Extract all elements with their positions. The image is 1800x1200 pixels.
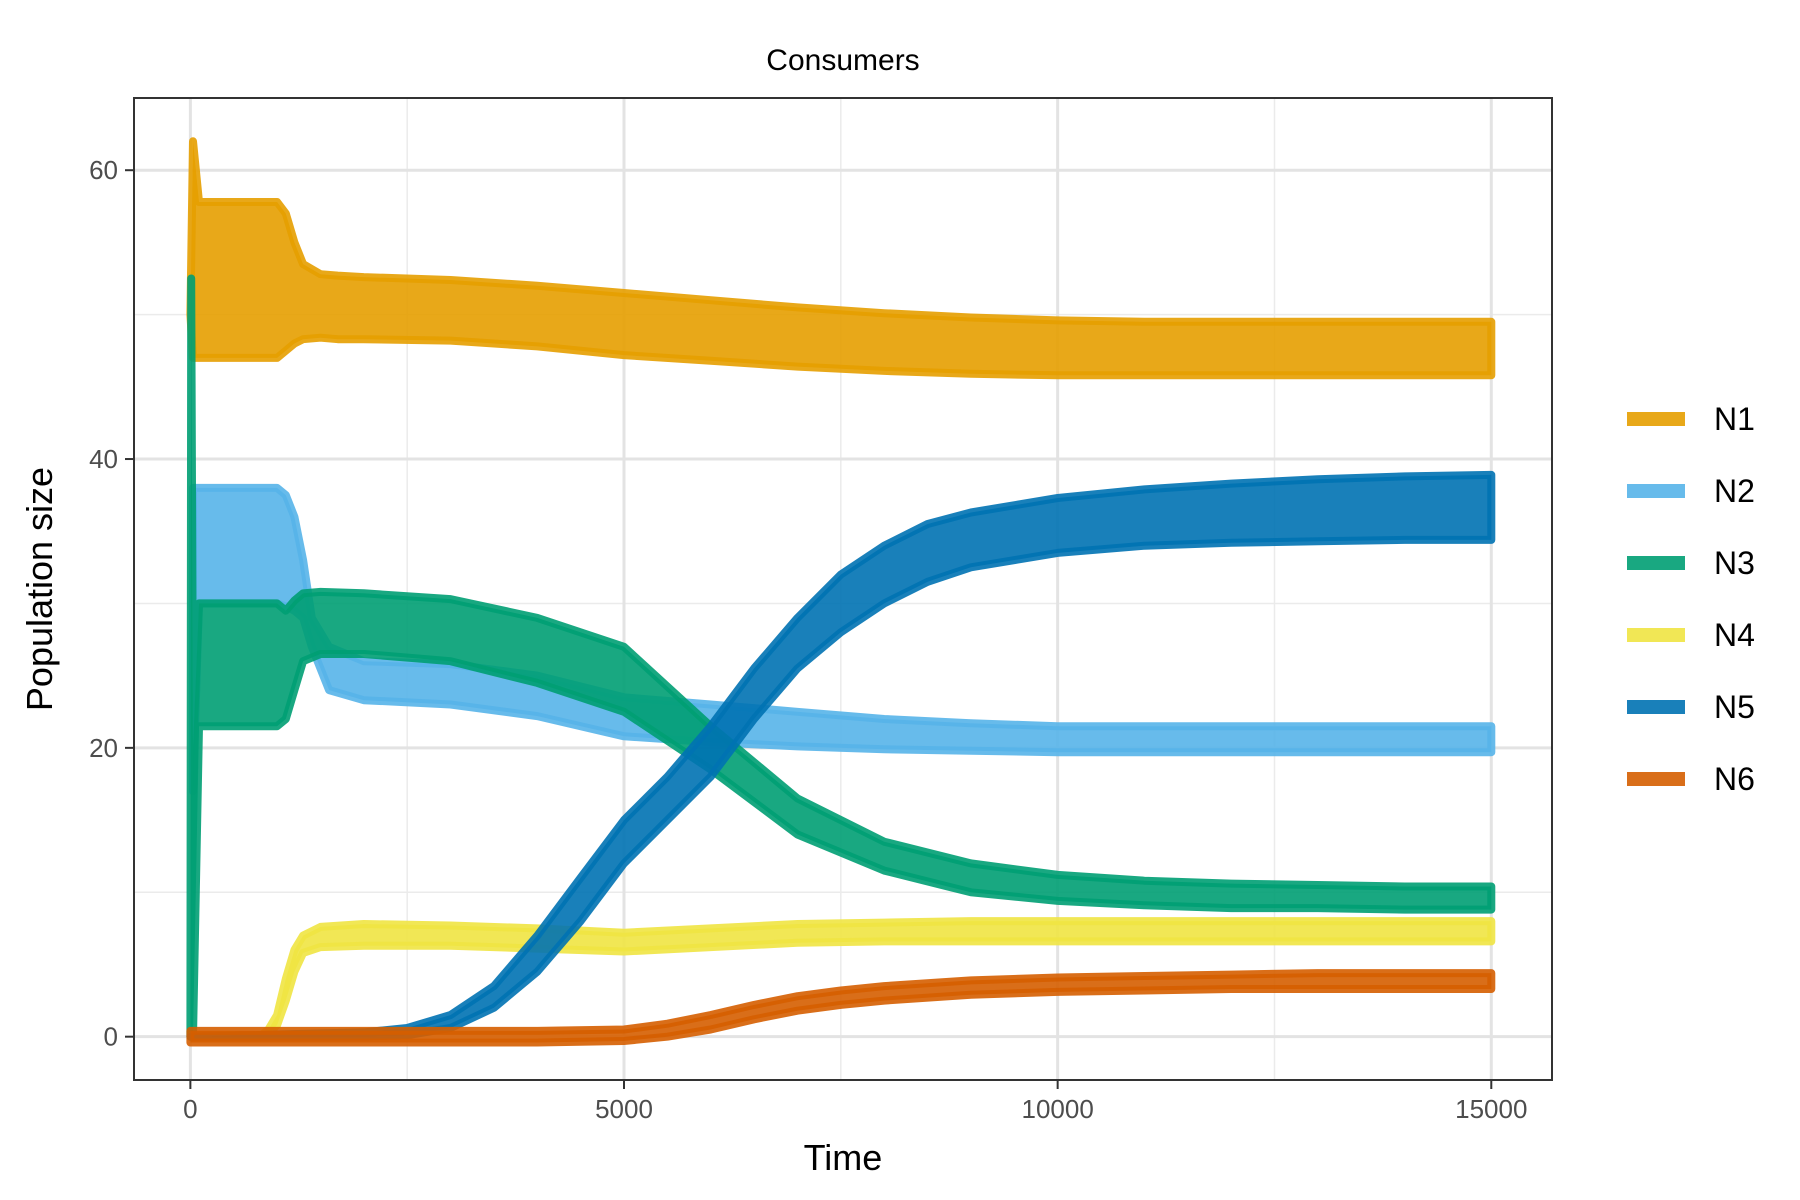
y-axis-title: Population size bbox=[19, 467, 60, 711]
chart-title: Consumers bbox=[766, 44, 919, 77]
x-tick-label: 15000 bbox=[1455, 1094, 1527, 1124]
series-layer bbox=[186, 137, 1496, 1047]
legend-label-n3: N3 bbox=[1714, 545, 1755, 581]
legend: N1 N2 N3 N4 N5 N6 bbox=[1627, 401, 1755, 797]
legend-label-n6: N6 bbox=[1714, 761, 1755, 797]
legend-key-n1 bbox=[1627, 412, 1685, 426]
series-n6-band bbox=[186, 969, 1496, 1047]
series-n3-band bbox=[186, 274, 1496, 1041]
series-n1-band bbox=[186, 137, 1496, 380]
x-tick-label: 10000 bbox=[1021, 1094, 1093, 1124]
legend-key-n4 bbox=[1627, 628, 1685, 642]
legend-label-n5: N5 bbox=[1714, 689, 1755, 725]
legend-label-n4: N4 bbox=[1714, 617, 1755, 653]
series-n4-band bbox=[186, 917, 1496, 1041]
plot-border bbox=[133, 97, 1553, 1081]
legend-label-n1: N1 bbox=[1714, 401, 1755, 437]
y-tick-label: 0 bbox=[104, 1022, 118, 1052]
legend-key-n6 bbox=[1627, 772, 1685, 786]
y-axis: 0 20 40 60 bbox=[89, 155, 134, 1052]
x-axis-title: Time bbox=[804, 1137, 883, 1178]
legend-key-n2 bbox=[1627, 484, 1685, 498]
legend-key-n3 bbox=[1627, 556, 1685, 570]
x-axis: 0 5000 10000 15000 bbox=[183, 1080, 1527, 1124]
legend-label-n2: N2 bbox=[1714, 473, 1755, 509]
y-tick-label: 40 bbox=[89, 444, 118, 474]
series-n5-band bbox=[186, 470, 1496, 1041]
x-tick-label: 5000 bbox=[595, 1094, 653, 1124]
legend-key-n5 bbox=[1627, 700, 1685, 714]
x-tick-label: 0 bbox=[183, 1094, 197, 1124]
y-tick-label: 20 bbox=[89, 733, 118, 763]
y-tick-label: 60 bbox=[89, 155, 118, 185]
